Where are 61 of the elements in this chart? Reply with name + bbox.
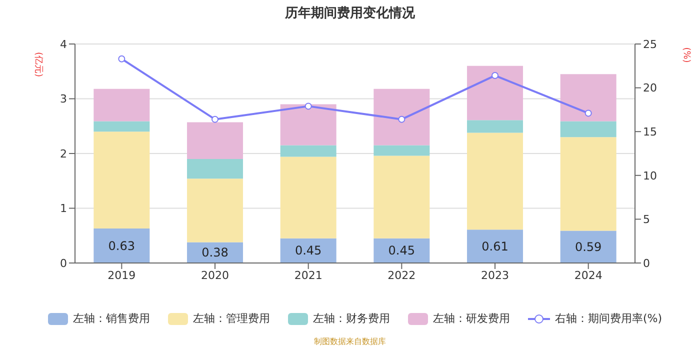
x-tick-label: 2024: [574, 268, 602, 282]
bar: [94, 88, 150, 122]
point: [584, 110, 592, 117]
point: [398, 116, 406, 123]
legend-label: 左轴：研发费用: [432, 311, 510, 326]
chart-title: 历年期间费用变化情况: [284, 4, 416, 22]
bar: [560, 121, 616, 138]
bar: [560, 137, 616, 231]
bar: [94, 121, 150, 132]
y-tick-label: 3: [60, 92, 67, 106]
bar: [467, 132, 523, 230]
point: [492, 72, 498, 80]
legend-label: 左轴：销售费用: [72, 311, 150, 326]
point: [304, 102, 312, 110]
bar: [374, 145, 430, 156]
y2-tick-label: 5: [643, 213, 650, 226]
x-tick-label: 2019: [108, 268, 136, 282]
y2-tick-label: 0: [643, 256, 650, 270]
y2-tick-label: 25: [643, 38, 657, 51]
text: 制图数据来自数据库: [313, 336, 387, 347]
legend-label: 右轴：期间费用率(%): [554, 311, 662, 326]
x-tick-label: 2023: [481, 268, 509, 282]
bar: [374, 238, 430, 263]
y2-tick-label: 10: [643, 169, 657, 182]
data-label: 0.61: [482, 239, 508, 254]
bar: [94, 228, 150, 263]
bar: [187, 158, 243, 179]
bar: [187, 122, 243, 159]
data-label: 0.38: [202, 246, 228, 260]
y2-tick-label: 20: [643, 82, 657, 95]
y2-axis-title: (%): [680, 47, 691, 63]
bar: [560, 230, 616, 263]
bar: [280, 145, 336, 157]
data-label: 0.45: [294, 244, 322, 258]
y-tick-label: 1: [60, 202, 67, 216]
bar: [560, 74, 616, 122]
bar: [187, 178, 243, 242]
bar: [374, 156, 430, 238]
bar: [467, 230, 523, 263]
bar: [280, 238, 336, 263]
bar: [467, 66, 523, 120]
bar: [280, 104, 336, 146]
bar: [374, 88, 430, 146]
data-label: 0.59: [574, 240, 602, 254]
y-axis-title: (亿元): [32, 52, 44, 78]
y-tick-label: 4: [60, 38, 67, 51]
y-tick-label: 0: [60, 256, 67, 270]
x-tick-label: 2020: [201, 268, 229, 282]
point: [212, 116, 218, 123]
point: [118, 55, 126, 62]
legend-label: 左轴：管理费用: [192, 311, 270, 326]
data-label: 0.63: [108, 238, 136, 253]
y2-tick-label: 15: [643, 126, 657, 139]
bar: [94, 132, 150, 229]
x-tick-label: 2021: [294, 268, 322, 282]
legend-label: 左轴：财务费用: [312, 311, 390, 326]
x-tick-label: 2022: [388, 268, 416, 282]
data-label: 0.45: [388, 244, 416, 258]
bar: [467, 120, 523, 133]
bar: [280, 156, 336, 238]
y-tick-label: 2: [60, 147, 67, 160]
